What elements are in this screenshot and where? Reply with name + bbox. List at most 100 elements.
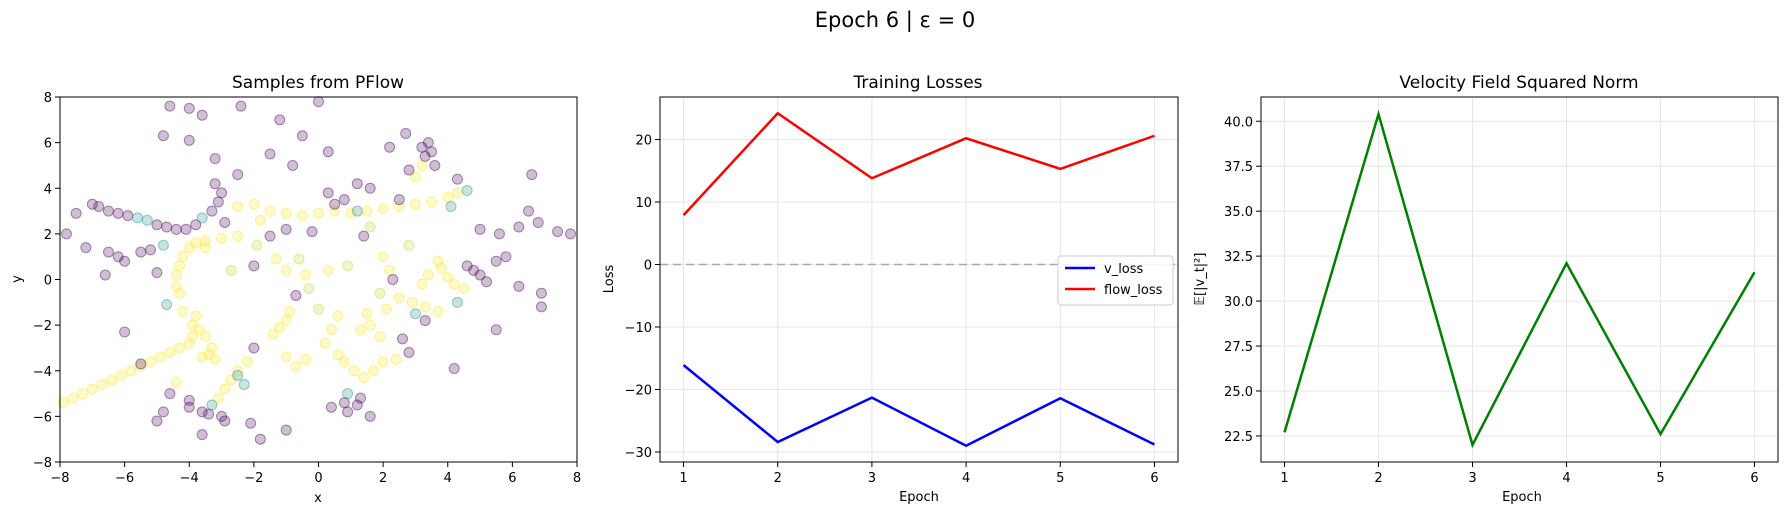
scatter-point	[403, 164, 415, 176]
scatter-point	[196, 429, 208, 441]
scatter-point	[115, 369, 127, 381]
scatter-point	[458, 283, 470, 295]
scatter-point	[235, 100, 247, 112]
scatter-point	[132, 212, 144, 224]
velocity-panel: Velocity Field Squared Norm 1 2 3 4 5 6 22.5 25…	[1193, 73, 1779, 505]
scatter-point	[493, 228, 505, 240]
scatter-point	[329, 198, 341, 210]
series-line-v-loss	[682, 364, 1156, 448]
velocity-xlabel: Epoch	[1502, 490, 1542, 505]
scatter-point	[77, 388, 89, 400]
scatter-point	[325, 324, 337, 336]
scatter-point	[67, 392, 79, 404]
x-tick-label: 4	[444, 471, 452, 486]
scatter-point	[196, 212, 208, 224]
scatter-point	[338, 356, 350, 368]
x-tick-label: 5	[1656, 471, 1664, 486]
scatter-point	[526, 169, 538, 181]
scatter-plot-area	[57, 96, 577, 445]
y-tick-label: 0	[644, 259, 652, 274]
scatter-point	[513, 280, 525, 292]
series-line-series-0	[1283, 109, 1756, 449]
scatter-point	[290, 360, 302, 372]
scatter-point	[248, 198, 260, 210]
scatter-ticks: −8 −6 −4 −2 0 2 4 6 8 −8 −6 −4 −2 0 2 4 6 8	[33, 91, 581, 486]
scatter-point	[190, 310, 202, 322]
scatter-point	[367, 365, 379, 377]
scatter-point	[80, 242, 92, 254]
scatter-point	[342, 260, 354, 272]
scatter-point	[303, 283, 315, 295]
scatter-point	[283, 305, 295, 317]
scatter-point	[119, 255, 131, 267]
losses-lines	[682, 111, 1156, 448]
scatter-point	[325, 401, 337, 413]
scatter-point	[135, 246, 147, 258]
scatter-point	[174, 287, 186, 299]
scatter-point	[322, 264, 334, 276]
scatter-point	[190, 237, 202, 249]
y-tick-label: 6	[44, 137, 52, 152]
scatter-point	[364, 221, 376, 233]
scatter-point	[406, 296, 418, 308]
scatter-point	[377, 356, 389, 368]
scatter-point	[264, 148, 276, 160]
scatter-point	[196, 109, 208, 121]
scatter-point	[358, 372, 370, 384]
scatter-point	[351, 178, 363, 190]
scatter-point	[135, 360, 147, 372]
scatter-point	[232, 201, 244, 212]
scatter-point	[216, 410, 228, 422]
y-tick-label: 30.0	[1224, 295, 1253, 310]
scatter-point	[232, 169, 244, 181]
scatter-point	[183, 134, 195, 146]
scatter-point	[361, 308, 373, 320]
scatter-point	[267, 328, 279, 340]
scatter-point	[70, 207, 82, 219]
scatter-point	[225, 374, 237, 386]
x-tick-label: 2	[1374, 471, 1382, 486]
y-tick-label: −8	[33, 456, 52, 471]
scatter-point	[364, 410, 376, 422]
scatter-point	[241, 356, 253, 368]
scatter-point	[364, 182, 376, 194]
x-tick-label: 6	[1750, 471, 1758, 486]
scatter-point	[93, 201, 105, 212]
scatter-point	[183, 102, 195, 114]
scatter-point	[390, 353, 402, 365]
scatter-point	[161, 299, 173, 311]
scatter-point	[248, 260, 260, 272]
x-tick-label: 5	[1056, 471, 1064, 486]
scatter-point	[374, 287, 386, 299]
scatter-point	[264, 205, 276, 217]
scatter-point	[164, 100, 176, 112]
scatter-point	[280, 264, 292, 276]
scatter-point	[361, 205, 373, 217]
scatter-point	[170, 269, 182, 281]
scatter-point	[490, 324, 502, 336]
scatter-point	[106, 374, 118, 386]
losses-ticks: 1 2 3 4 5 6 −30 −20 −10 0 10 20	[625, 134, 1159, 487]
scatter-point	[380, 303, 392, 315]
scatter-point	[345, 207, 357, 219]
scatter-point	[280, 315, 292, 327]
x-tick-label: −6	[115, 471, 134, 486]
scatter-point	[313, 96, 324, 108]
scatter-point	[206, 205, 218, 217]
scatter-point	[164, 388, 176, 400]
scatter-xlabel: x	[314, 491, 322, 506]
scatter-point	[429, 159, 441, 171]
scatter-point	[322, 146, 334, 158]
scatter-point	[186, 319, 198, 331]
x-tick-label: 6	[508, 471, 516, 486]
scatter-point	[254, 214, 266, 226]
scatter-point	[313, 207, 324, 219]
scatter-point	[196, 351, 208, 363]
velocity-ylabel: 𝔼[|v_t|²]	[1193, 253, 1208, 306]
scatter-point	[468, 264, 480, 276]
scatter-point	[174, 342, 186, 354]
scatter-point	[122, 210, 134, 222]
scatter-point	[332, 349, 344, 361]
scatter-point	[332, 310, 344, 322]
scatter-point	[448, 278, 460, 290]
